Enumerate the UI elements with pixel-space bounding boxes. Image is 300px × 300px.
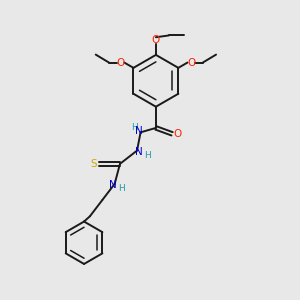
Text: H: H [132,123,138,132]
Text: H: H [144,151,151,160]
Text: N: N [135,126,142,136]
Text: H: H [118,184,125,194]
Text: N: N [135,147,143,157]
Text: O: O [173,129,181,139]
Text: S: S [91,159,98,169]
Text: O: O [116,58,124,68]
Text: O: O [188,58,196,68]
Text: O: O [152,35,160,45]
Text: N: N [109,180,116,190]
